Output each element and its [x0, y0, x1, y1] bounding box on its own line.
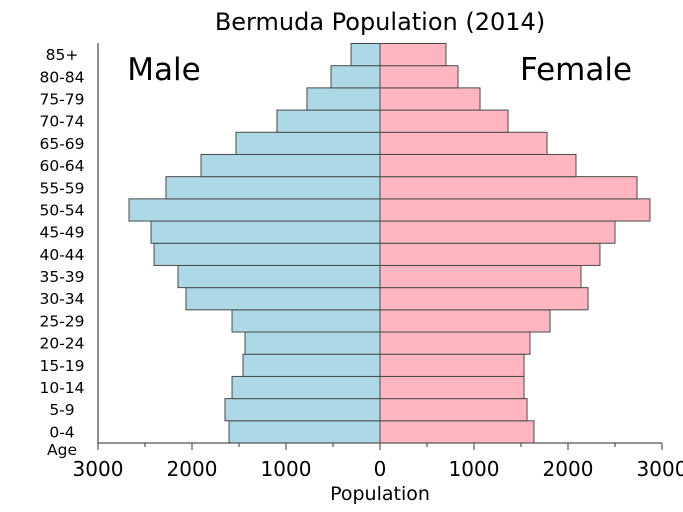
male-bar-80-84: [330, 65, 381, 89]
male-bar-45-49: [150, 220, 381, 244]
y-category-label: 10-14: [39, 379, 84, 397]
female-bar-30-34: [379, 287, 589, 311]
x-tick-label: 1000: [261, 457, 312, 481]
male-bar-10-14: [231, 375, 381, 400]
female-bar-65-69: [379, 131, 548, 155]
female-bar-80-84: [379, 65, 459, 89]
y-category-label: 55-59: [39, 179, 84, 197]
y-category-label: 75-79: [39, 90, 84, 108]
y-category-label: 80-84: [39, 68, 84, 86]
y-category-label: 30-34: [39, 290, 84, 308]
male-bar-40-44: [153, 242, 381, 266]
female-bar-50-54: [379, 198, 651, 222]
y-category-label: 70-74: [39, 113, 84, 131]
female-bar-20-24: [379, 331, 531, 355]
x-tick-label: 0: [374, 457, 387, 481]
male-bars: [128, 43, 381, 444]
female-bar-25-29: [379, 309, 551, 333]
female-bar-10-14: [379, 375, 525, 400]
y-category-label: 65-69: [39, 135, 84, 153]
y-axis-label: Age: [47, 441, 77, 459]
male-bar-55-59: [165, 176, 381, 200]
male-bar-65-69: [235, 131, 381, 155]
male-bar-70-74: [276, 109, 381, 133]
x-tick-label: 2000: [543, 457, 594, 481]
male-bar-0-4: [228, 420, 381, 444]
male-bar-35-39: [177, 264, 381, 289]
y-category-label: 25-29: [39, 312, 84, 330]
female-bar-60-64: [379, 153, 577, 178]
male-bar-85+: [350, 43, 381, 67]
male-bar-25-29: [231, 309, 381, 333]
male-bar-20-24: [244, 331, 381, 355]
male-bar-15-19: [242, 353, 381, 377]
x-tick-label: 2000: [167, 457, 218, 481]
female-bar-70-74: [379, 109, 509, 133]
male-bar-5-9: [224, 398, 381, 422]
y-category-label: 85+: [46, 46, 79, 64]
y-category-label: 45-49: [39, 224, 84, 242]
x-tick-label: 3000: [73, 457, 124, 481]
male-annotation: Male: [127, 52, 200, 88]
female-bar-5-9: [379, 398, 528, 422]
y-category-labels: 0-4 5-9 10-14 15-19 20-24 25-29 30-34 35-39 40-4…: [39, 46, 84, 441]
female-bar-85+: [379, 43, 447, 67]
chart-title: Bermuda Population (2014): [215, 8, 545, 36]
female-bar-45-49: [379, 220, 616, 244]
female-bar-75-79: [379, 87, 481, 111]
male-bar-75-79: [306, 87, 381, 111]
female-bar-15-19: [379, 353, 525, 377]
y-category-label: 60-64: [39, 157, 84, 175]
female-bar-0-4: [379, 420, 535, 444]
y-category-label: 35-39: [39, 268, 84, 286]
x-axis-label: Population: [330, 483, 430, 505]
female-bar-35-39: [379, 264, 582, 289]
y-category-label: 0-4: [49, 423, 74, 441]
y-category-label: 15-19: [39, 357, 84, 375]
male-bar-60-64: [200, 153, 381, 178]
male-bar-50-54: [128, 198, 381, 222]
y-category-label: 40-44: [39, 246, 84, 264]
y-category-label: 50-54: [39, 201, 84, 219]
x-ticks: 3000 2000 1000 0 1000 2000 3000: [73, 443, 683, 481]
male-bar-30-34: [185, 287, 381, 311]
female-bar-40-44: [379, 242, 601, 266]
x-tick-label: 1000: [449, 457, 500, 481]
x-tick-label: 3000: [637, 457, 683, 481]
female-bars: [379, 43, 651, 444]
female-bar-55-59: [379, 176, 638, 200]
female-annotation: Female: [520, 52, 632, 88]
y-category-label: 20-24: [39, 335, 84, 353]
y-category-label: 5-9: [49, 401, 74, 419]
